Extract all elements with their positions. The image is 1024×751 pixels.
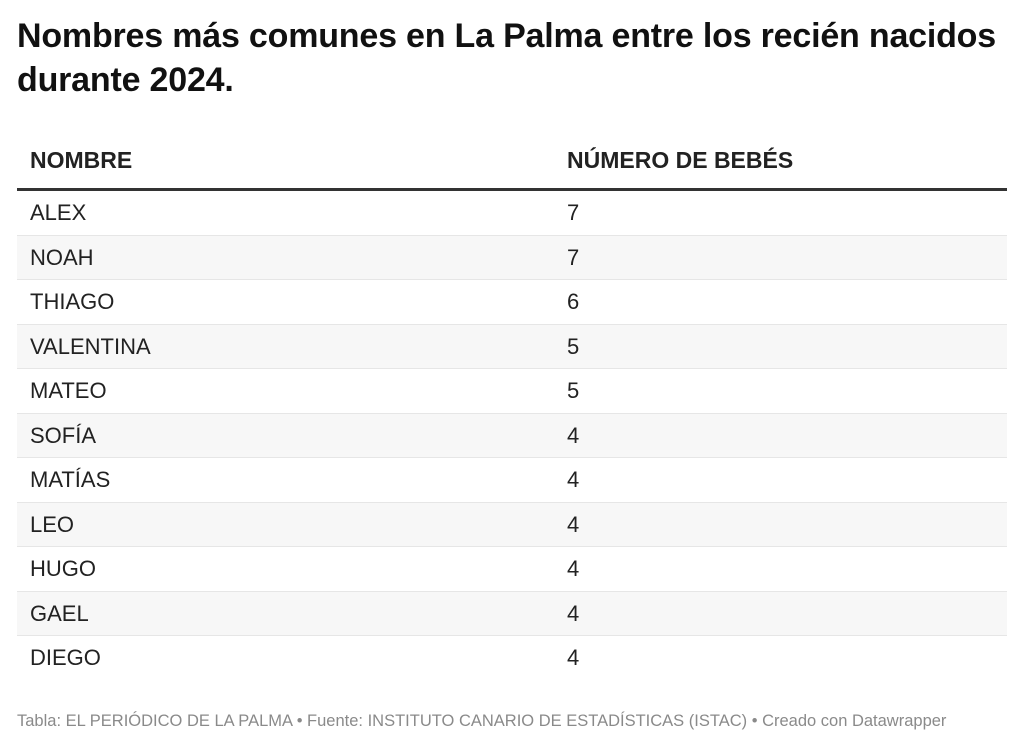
table-header: NOMBRE NÚMERO DE BEBÉS xyxy=(17,133,1007,191)
cell-numero: 7 xyxy=(567,244,580,270)
table-row: ALEX 7 xyxy=(17,191,1007,236)
chart-title: Nombres más comunes en La Palma entre lo… xyxy=(17,17,996,99)
table-row: DIEGO 4 xyxy=(17,636,1007,681)
data-table: NOMBRE NÚMERO DE BEBÉS ALEX 7 NOAH 7 THIAGO 6… xyxy=(17,133,1007,681)
cell-nombre: SOFÍA xyxy=(30,422,97,448)
table-body: ALEX 7 NOAH 7 THIAGO 6 VALENTINA 5 MATEO 5 SOFÍA 4 M… xyxy=(17,191,1007,681)
cell-numero: 4 xyxy=(567,556,580,581)
cell-nombre: MATEO xyxy=(30,378,107,403)
table-row: GAEL 4 xyxy=(17,591,1007,636)
cell-numero: 4 xyxy=(567,645,580,670)
table-row: SOFÍA 4 xyxy=(17,413,1007,458)
table-row: THIAGO 6 xyxy=(17,280,1007,325)
cell-nombre: THIAGO xyxy=(30,289,115,314)
cell-numero: 7 xyxy=(567,200,580,225)
table-row: MATEO 5 xyxy=(17,369,1007,414)
column-header-numero[interactable]: NÚMERO DE BEBÉS xyxy=(567,147,794,173)
cell-nombre: LEO xyxy=(30,511,75,537)
cell-nombre: VALENTINA xyxy=(30,333,151,359)
cell-nombre: GAEL xyxy=(30,600,89,626)
cell-numero: 4 xyxy=(567,467,580,492)
cell-numero: 5 xyxy=(567,378,580,403)
footer-source: Tabla: EL PERIÓDICO DE LA PALMA • Fuente… xyxy=(17,712,947,730)
table-row: HUGO 4 xyxy=(17,547,1007,592)
cell-nombre: DIEGO xyxy=(30,645,101,670)
table-row: LEO 4 xyxy=(17,502,1007,547)
column-header-nombre[interactable]: NOMBRE xyxy=(30,147,133,173)
cell-numero: 4 xyxy=(567,600,580,626)
cell-numero: 6 xyxy=(567,289,580,314)
table-row: VALENTINA 5 xyxy=(17,324,1007,369)
cell-numero: 4 xyxy=(567,422,580,448)
table-row: NOAH 7 xyxy=(17,235,1007,280)
cell-nombre: HUGO xyxy=(30,556,96,581)
cell-numero: 5 xyxy=(567,333,580,359)
table-row: MATÍAS 4 xyxy=(17,458,1007,503)
cell-numero: 4 xyxy=(567,511,580,537)
cell-nombre: NOAH xyxy=(30,244,94,270)
cell-nombre: ALEX xyxy=(30,200,87,225)
cell-nombre: MATÍAS xyxy=(30,467,111,492)
